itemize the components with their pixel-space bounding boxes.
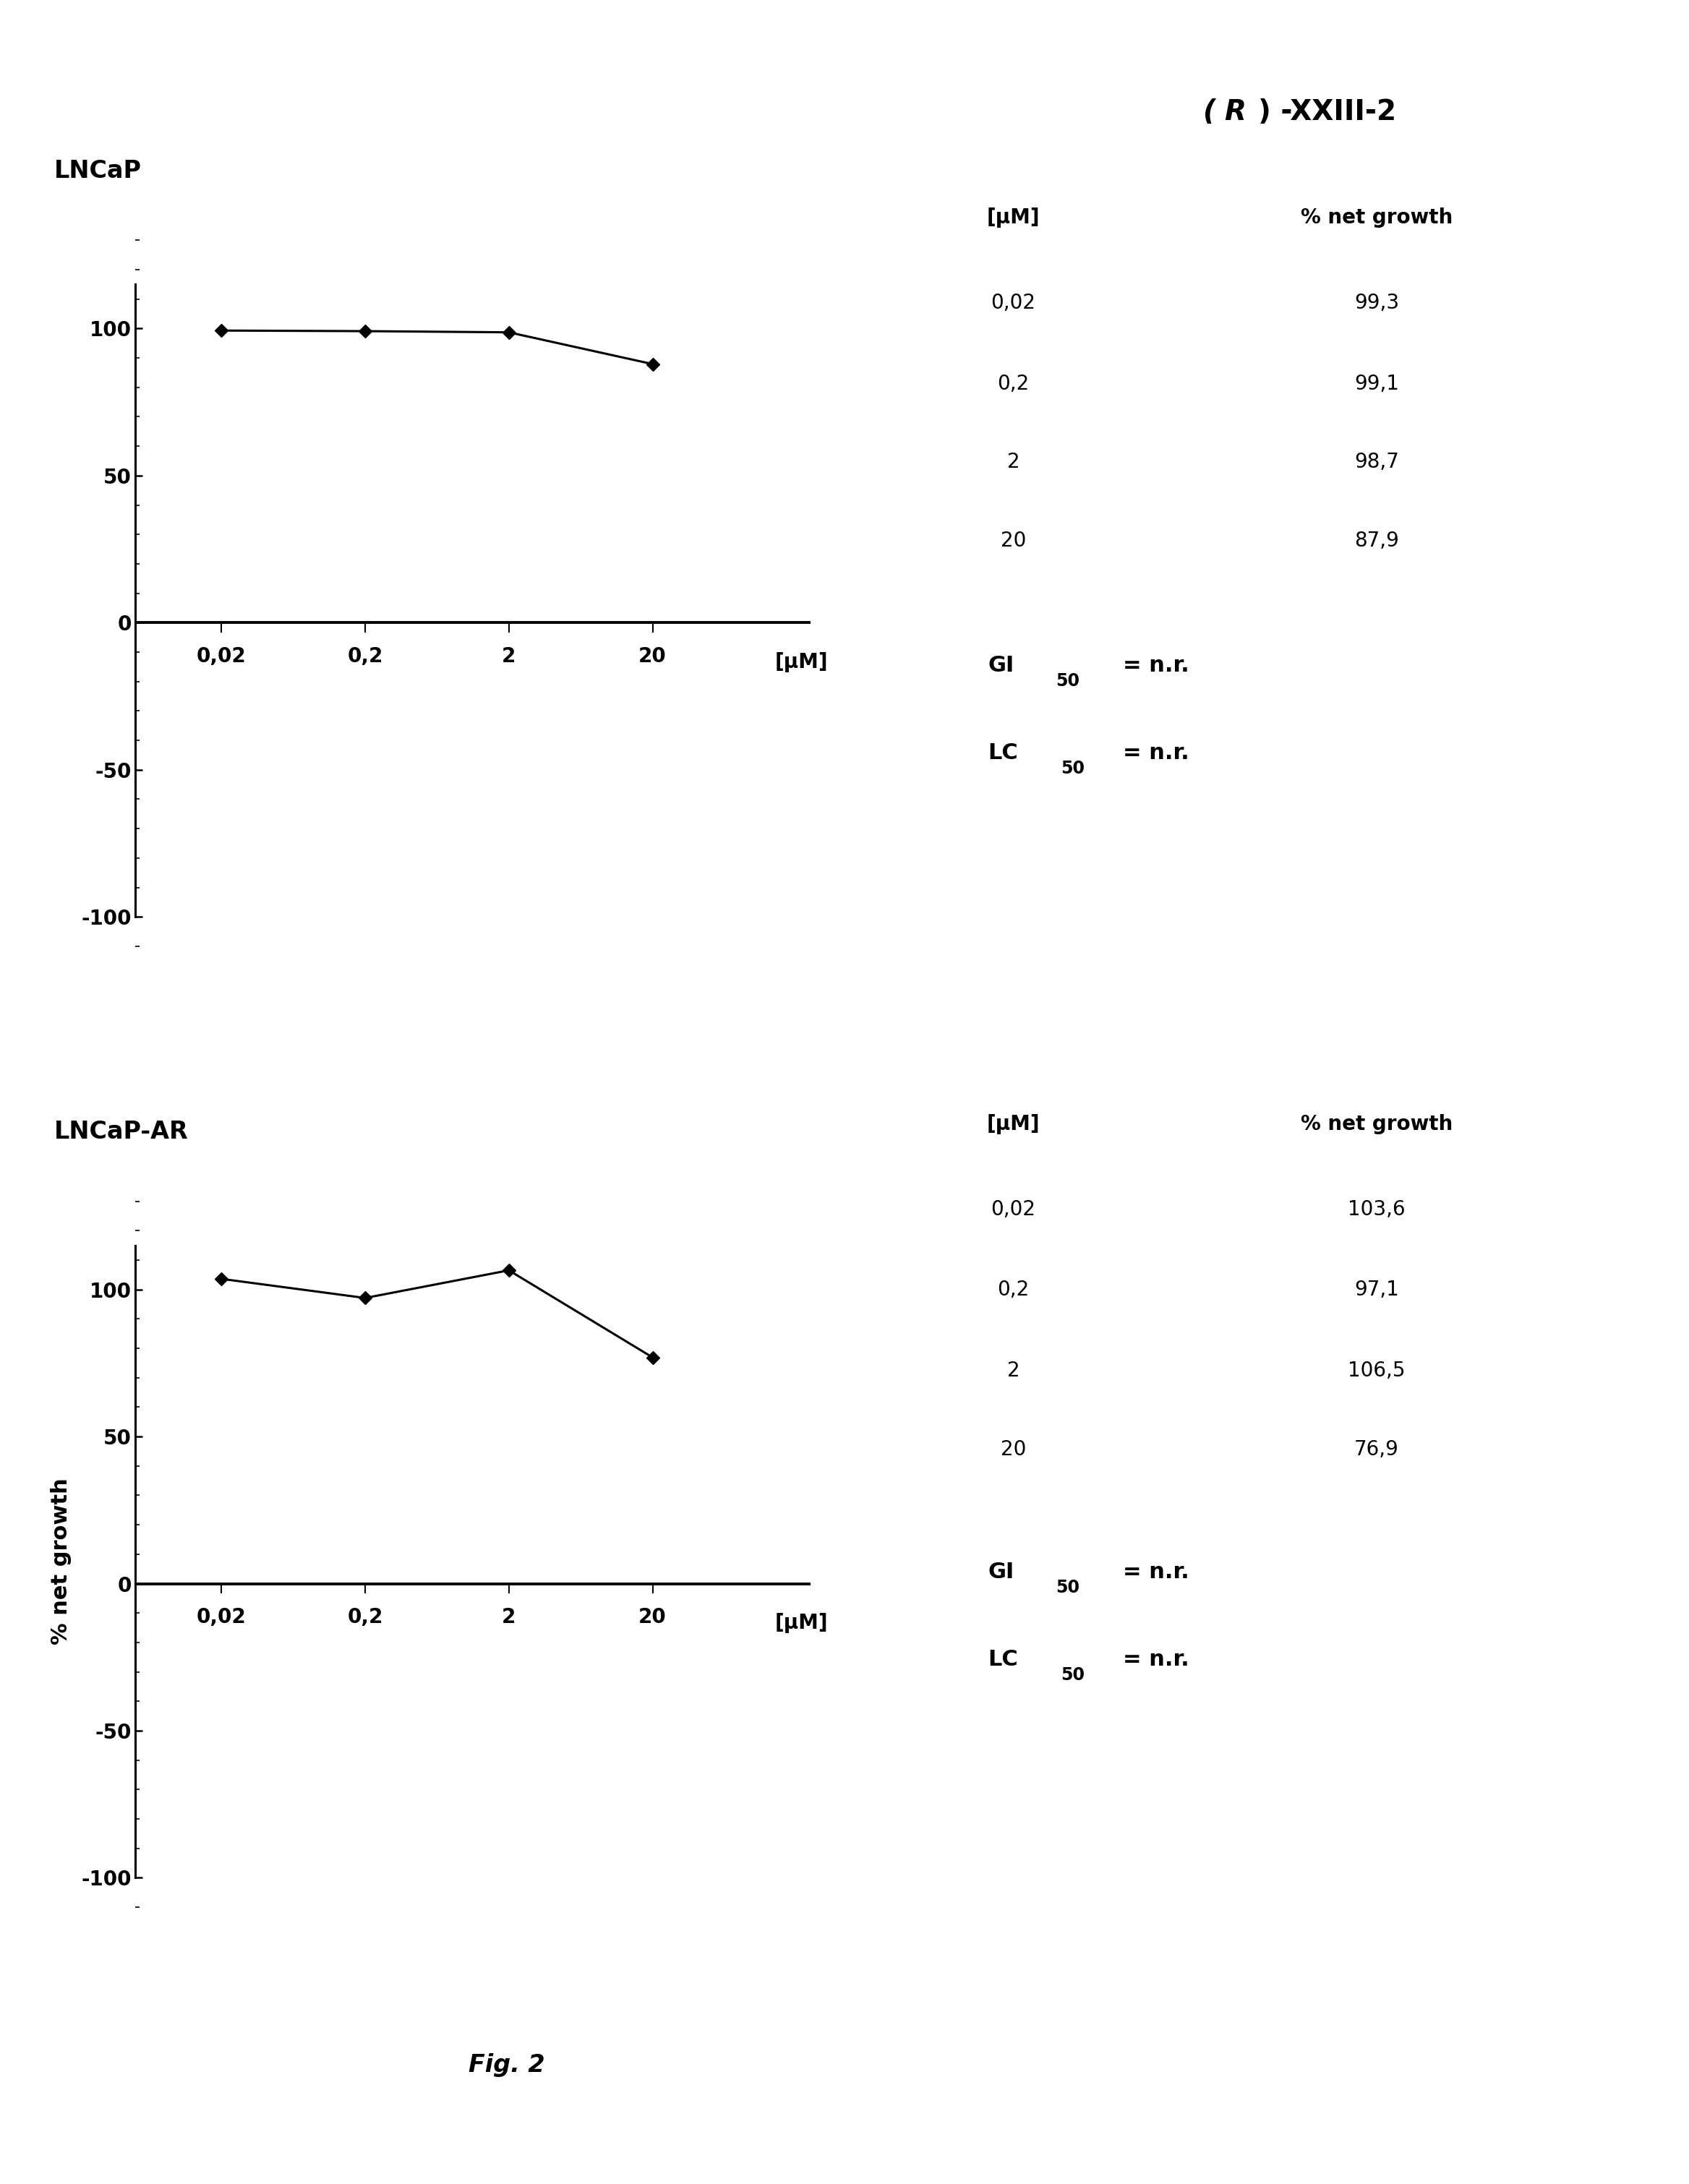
Text: 2: 2 bbox=[502, 1607, 515, 1627]
Text: 0,02: 0,02 bbox=[991, 1199, 1035, 1219]
Text: R: R bbox=[1225, 98, 1246, 127]
Text: 50: 50 bbox=[1056, 1579, 1079, 1597]
Text: 50: 50 bbox=[1061, 1666, 1084, 1684]
Text: 99,3: 99,3 bbox=[1355, 293, 1398, 312]
Text: 106,5: 106,5 bbox=[1348, 1361, 1405, 1380]
Text: = n.r.: = n.r. bbox=[1123, 1649, 1189, 1671]
Text: 0,2: 0,2 bbox=[348, 646, 383, 666]
Text: 97,1: 97,1 bbox=[1355, 1280, 1398, 1299]
Text: GI: GI bbox=[988, 655, 1015, 677]
Text: 2: 2 bbox=[1007, 452, 1020, 472]
Text: Fig. 2: Fig. 2 bbox=[468, 2053, 546, 2077]
Text: LNCaP-AR: LNCaP-AR bbox=[54, 1120, 189, 1144]
Text: [μM]: [μM] bbox=[775, 653, 828, 673]
Text: 0,02: 0,02 bbox=[196, 1607, 247, 1627]
Text: = n.r.: = n.r. bbox=[1123, 1562, 1189, 1583]
Text: [μM]: [μM] bbox=[986, 1114, 1040, 1133]
Text: 20: 20 bbox=[1000, 531, 1027, 550]
Text: 20: 20 bbox=[638, 1607, 667, 1627]
Text: 50: 50 bbox=[1056, 673, 1079, 690]
Text: 103,6: 103,6 bbox=[1348, 1199, 1405, 1219]
Text: 0,02: 0,02 bbox=[991, 293, 1035, 312]
Text: [μM]: [μM] bbox=[986, 207, 1040, 227]
Text: 0,02: 0,02 bbox=[196, 646, 247, 666]
Text: [μM]: [μM] bbox=[775, 1614, 828, 1634]
Text: 0,2: 0,2 bbox=[348, 1607, 383, 1627]
Text: LC: LC bbox=[988, 743, 1018, 764]
Text: 2: 2 bbox=[502, 646, 515, 666]
Text: 87,9: 87,9 bbox=[1355, 531, 1398, 550]
Text: = n.r.: = n.r. bbox=[1123, 655, 1189, 677]
Text: (: ( bbox=[1203, 98, 1216, 127]
Text: % net growth: % net growth bbox=[1301, 207, 1453, 227]
Text: 98,7: 98,7 bbox=[1355, 452, 1398, 472]
Text: = n.r.: = n.r. bbox=[1123, 743, 1189, 764]
Y-axis label: % net growth: % net growth bbox=[51, 1479, 71, 1645]
Text: 0,2: 0,2 bbox=[998, 1280, 1029, 1299]
Text: 76,9: 76,9 bbox=[1355, 1439, 1398, 1459]
Text: LC: LC bbox=[988, 1649, 1018, 1671]
Text: 20: 20 bbox=[1000, 1439, 1027, 1459]
Text: 99,1: 99,1 bbox=[1355, 373, 1398, 393]
Text: GI: GI bbox=[988, 1562, 1015, 1583]
Text: 50: 50 bbox=[1061, 760, 1084, 778]
Text: ) -XXIII-2: ) -XXIII-2 bbox=[1258, 98, 1397, 127]
Text: 0,2: 0,2 bbox=[998, 373, 1029, 393]
Text: 2: 2 bbox=[1007, 1361, 1020, 1380]
Text: % net growth: % net growth bbox=[1301, 1114, 1453, 1133]
Text: LNCaP: LNCaP bbox=[54, 159, 142, 183]
Text: 20: 20 bbox=[638, 646, 667, 666]
